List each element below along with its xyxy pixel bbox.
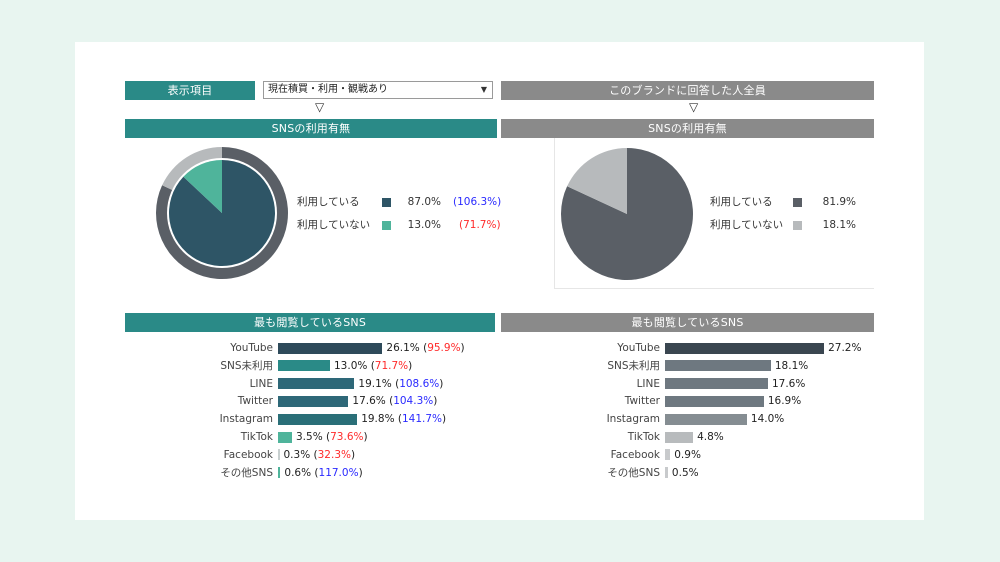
left-bar-label: Instagram [219, 413, 273, 426]
left-bar-value: 3.5% (73.6%) [296, 431, 368, 443]
left-bar [278, 360, 330, 372]
triangle-down-icon: ▽ [689, 100, 699, 114]
right-bar-value: 17.6% [771, 377, 806, 390]
legend-swatch [382, 221, 391, 230]
legend-swatch [382, 198, 391, 207]
legend-swatch [793, 198, 802, 207]
left-bar-value: 26.1% (95.9%) [386, 342, 465, 354]
left-bar-label: その他SNS [220, 466, 273, 479]
left-bar-value: 19.8% (141.7%) [361, 413, 447, 426]
legend-label: 利用している [297, 196, 360, 208]
left-bar-value: 13.0% (71.7%) [334, 359, 413, 372]
left-legend-row-used: 利用している 87.0% (106.3%) [297, 195, 507, 209]
left-bar-label: SNS未利用 [220, 359, 273, 372]
left-bar [278, 449, 280, 461]
legend-index: (71.7%) [459, 219, 501, 231]
left-bar-value: 0.3% (32.3%) [283, 448, 356, 461]
left-bar-label: Twitter [237, 395, 273, 408]
right-bar-label: Twitter [624, 395, 660, 408]
left-bar-value: 19.1% (108.6%) [358, 377, 444, 390]
right-bar-value: 14.0% [750, 413, 785, 426]
legend-percent: 18.1% [822, 219, 856, 231]
left-bar [278, 431, 292, 443]
right-pie-panel [554, 138, 874, 289]
legend-percent: 13.0% [407, 219, 441, 231]
right-bar-value: 27.2% [828, 342, 862, 354]
display-item-label: 表示項目 [125, 81, 255, 100]
legend-index: (106.3%) [453, 196, 502, 208]
left-bar [278, 395, 349, 407]
right-legend-row-unused: 利用していない 18.1% [710, 218, 870, 232]
left-bar-label: YouTube [230, 342, 273, 354]
right-bar-label: Facebook [610, 448, 660, 461]
left-bar [278, 342, 383, 354]
right-bar [665, 413, 747, 425]
right-panel-title: このブランドに回答した人全員 [501, 81, 874, 100]
left-bar-label: TikTok [240, 431, 273, 443]
left-bar-index: 117.0% [318, 466, 359, 479]
right-bar-value: 0.5% [671, 466, 699, 479]
right-bar [665, 360, 771, 372]
right-bar [665, 342, 825, 354]
right-bar-label: TikTok [627, 431, 660, 443]
left-pie-header: SNSの利用有無 [125, 119, 497, 138]
legend-percent: 87.0% [407, 196, 441, 208]
right-pie-header: SNSの利用有無 [501, 119, 874, 138]
left-bar [278, 413, 358, 425]
right-bar [665, 378, 768, 390]
left-legend-row-unused: 利用していない 13.0% (71.7%) [297, 218, 507, 232]
legend-percent: 81.9% [822, 196, 856, 208]
right-bar-header: 最も閲覧しているSNS [501, 313, 874, 332]
right-bar-label: その他SNS [607, 466, 660, 479]
select-value: 現在積買・利用・観戦あり [268, 84, 388, 95]
legend-label: 利用していない [710, 219, 784, 231]
left-bar-index: 73.6% [330, 431, 364, 443]
left-bar-index: 71.7% [374, 359, 409, 372]
right-bar-label: SNS未利用 [607, 359, 660, 372]
display-item-select[interactable]: 現在積買・利用・観戦あり ▼ [263, 81, 493, 99]
left-bar-index: 95.9% [427, 342, 461, 354]
left-bar-index: 104.3% [393, 395, 434, 408]
right-bar-value: 16.9% [767, 395, 802, 408]
left-bar [278, 467, 281, 479]
left-bar [278, 378, 355, 390]
right-bar-value: 4.8% [697, 431, 724, 443]
left-pie-slice-1 [183, 160, 222, 213]
left-bar-index: 141.7% [401, 413, 443, 426]
right-bar-value: 0.9% [674, 448, 701, 461]
legend-label: 利用している [710, 196, 773, 208]
right-bar-label: YouTube [617, 342, 660, 354]
right-bar-value: 18.1% [774, 359, 809, 372]
triangle-down-icon: ▽ [315, 100, 325, 114]
legend-swatch [793, 221, 802, 230]
left-bar-label: LINE [249, 377, 273, 390]
right-pie-slice-1 [567, 148, 627, 214]
left-pie-chart [156, 147, 288, 279]
right-bar [665, 431, 694, 443]
chevron-down-icon: ▼ [480, 85, 487, 94]
legend-label: 利用していない [297, 219, 371, 231]
right-bar [665, 467, 668, 479]
left-bar-header: 最も閲覧しているSNS [125, 313, 495, 332]
right-legend-row-used: 利用している 81.9% [710, 195, 870, 209]
right-bar [665, 449, 671, 461]
right-bar-label: Instagram [606, 413, 660, 426]
left-bar-index: 108.6% [399, 377, 440, 390]
right-pie-chart [561, 148, 693, 280]
right-bar-label: LINE [636, 377, 660, 390]
left-bar-label: Facebook [223, 448, 273, 461]
left-bar-value: 0.6% (117.0%) [284, 466, 363, 479]
right-bar [665, 395, 764, 407]
left-bar-index: 32.3% [317, 448, 351, 461]
left-bar-value: 17.6% (104.3%) [352, 395, 438, 408]
